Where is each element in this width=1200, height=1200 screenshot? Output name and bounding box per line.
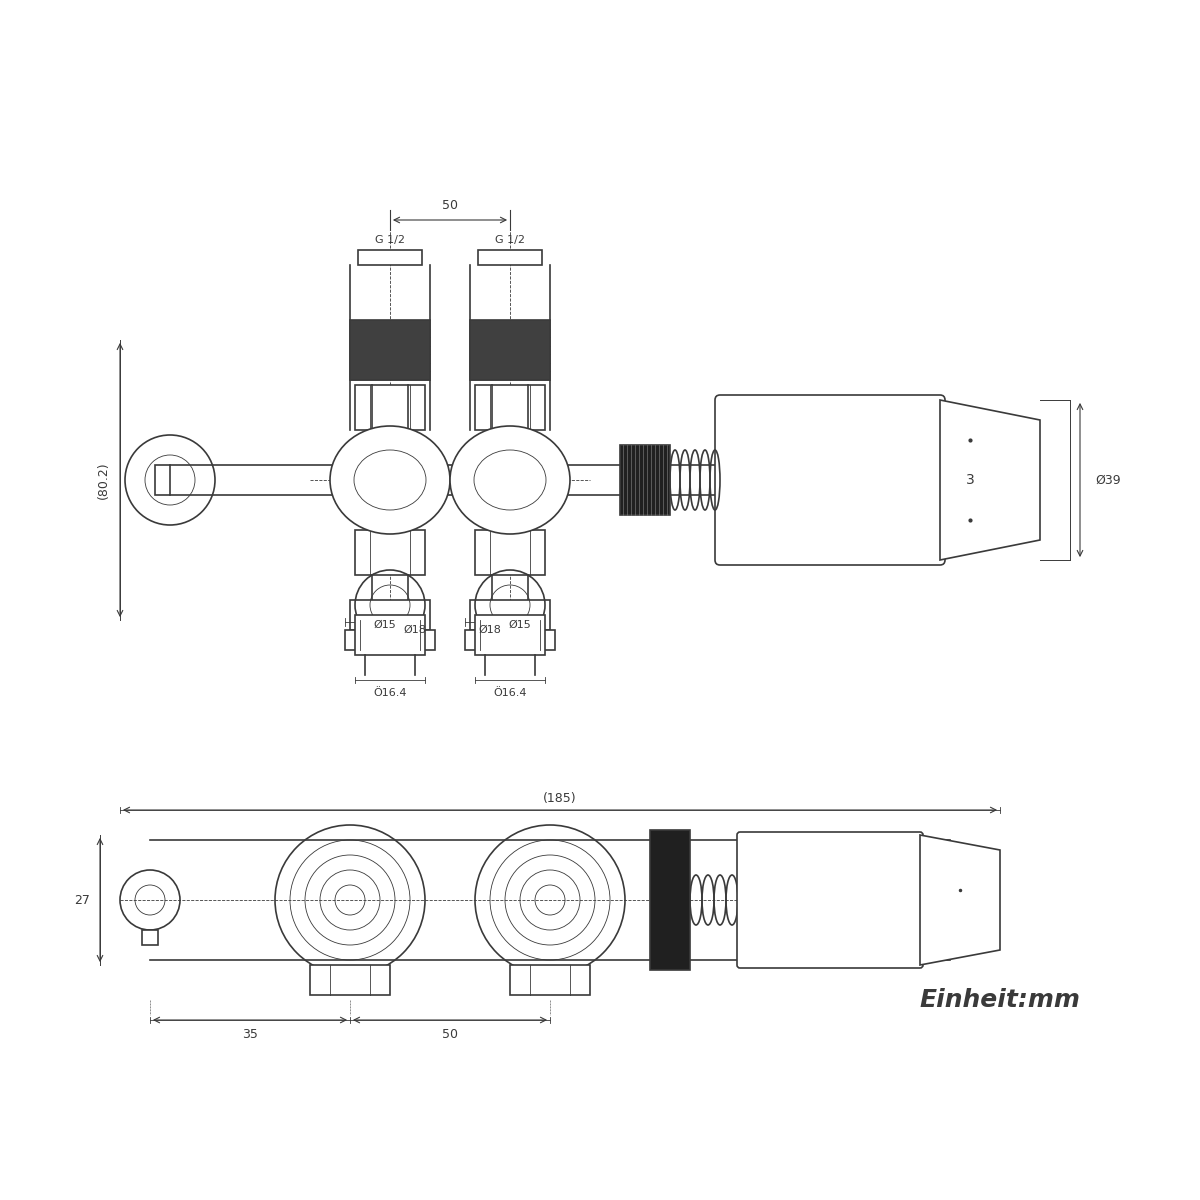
Text: Ö16.4: Ö16.4 — [493, 688, 527, 698]
Bar — [470, 320, 550, 380]
Bar — [355, 385, 425, 430]
Bar — [355, 614, 425, 655]
Ellipse shape — [354, 450, 426, 510]
Bar — [355, 530, 425, 575]
Text: Einheit:mm: Einheit:mm — [919, 988, 1080, 1012]
Bar — [475, 614, 545, 655]
Bar — [478, 250, 542, 265]
Text: G 1/2: G 1/2 — [374, 235, 406, 245]
Ellipse shape — [474, 450, 546, 510]
Bar — [620, 445, 670, 515]
Text: Ø15: Ø15 — [509, 620, 532, 630]
Bar — [142, 930, 158, 946]
Bar — [510, 965, 590, 995]
Text: 27: 27 — [74, 894, 90, 906]
FancyBboxPatch shape — [737, 832, 923, 968]
Bar — [310, 965, 390, 995]
Text: (80.2): (80.2) — [97, 461, 110, 499]
Bar — [466, 630, 554, 650]
Polygon shape — [920, 835, 1000, 965]
Text: Ø18: Ø18 — [479, 625, 502, 635]
Text: Ö16.4: Ö16.4 — [373, 688, 407, 698]
Bar — [155, 464, 170, 494]
Bar — [358, 250, 422, 265]
Text: (185): (185) — [544, 792, 577, 805]
Polygon shape — [940, 400, 1040, 560]
Text: Ø39: Ø39 — [1096, 474, 1121, 486]
Bar — [350, 320, 430, 380]
Text: G 1/2: G 1/2 — [496, 235, 526, 245]
Ellipse shape — [450, 426, 570, 534]
Bar — [650, 830, 690, 970]
Ellipse shape — [330, 426, 450, 534]
Text: Ø18: Ø18 — [403, 625, 426, 635]
Bar — [346, 630, 436, 650]
Bar — [475, 530, 545, 575]
Bar — [475, 385, 545, 430]
Bar — [350, 600, 430, 630]
Text: 35: 35 — [242, 1028, 258, 1040]
Text: 50: 50 — [442, 1028, 458, 1040]
Text: 3: 3 — [966, 473, 974, 487]
Text: Ø15: Ø15 — [373, 620, 396, 630]
FancyBboxPatch shape — [715, 395, 946, 565]
Bar — [470, 600, 550, 630]
Text: 50: 50 — [442, 199, 458, 212]
